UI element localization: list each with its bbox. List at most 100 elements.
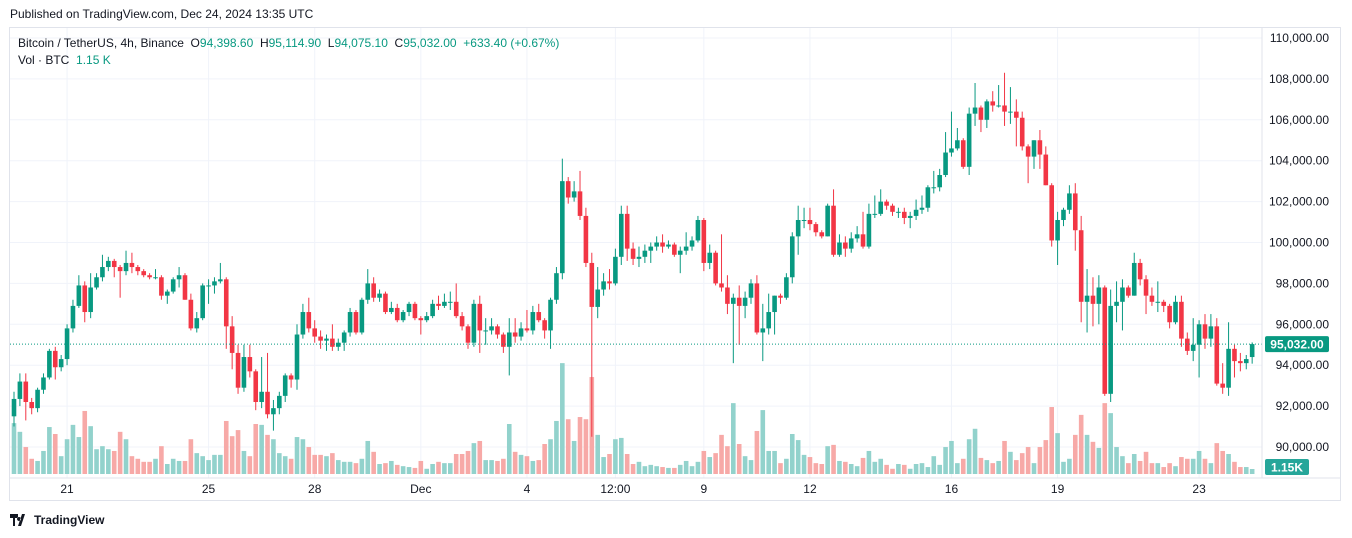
volume-bar — [459, 454, 465, 474]
candle — [601, 273, 606, 296]
candle-body — [324, 338, 329, 341]
volume-bar — [11, 423, 17, 474]
candle — [1037, 130, 1043, 169]
volume-bar — [1108, 413, 1113, 474]
candle — [966, 107, 972, 176]
volume-bar — [890, 468, 895, 474]
candle — [341, 330, 347, 351]
volume-bar — [383, 463, 388, 474]
candle — [1202, 314, 1208, 349]
volume-bar — [742, 456, 748, 474]
candle-body — [442, 301, 447, 306]
candle-body — [259, 391, 264, 403]
candle — [389, 301, 394, 315]
candle — [595, 267, 601, 319]
price-tick-label: 102,000.00 — [1269, 195, 1329, 209]
candle-body — [170, 279, 176, 292]
candle-body — [23, 381, 29, 403]
candle — [624, 205, 630, 261]
candle-body — [913, 209, 919, 216]
candle-body — [742, 297, 748, 306]
candle — [943, 132, 948, 178]
volume-bar — [571, 440, 577, 474]
candle — [1078, 215, 1084, 323]
open-value: 94,398.60 — [199, 36, 254, 50]
price-tick-label: 100,000.00 — [1269, 235, 1329, 249]
candle-body — [1037, 140, 1043, 155]
candle-body — [123, 262, 129, 272]
candle — [683, 232, 689, 255]
candle — [742, 291, 748, 319]
volume-bar — [866, 450, 872, 474]
grid-lines — [10, 28, 1262, 478]
volume-bar — [860, 457, 866, 474]
candle-body — [88, 287, 93, 313]
volume-bar — [17, 431, 23, 474]
volume-bar — [1090, 441, 1096, 474]
tradingview-logo[interactable]: TradingView — [10, 513, 104, 527]
volume-bar — [501, 458, 506, 474]
volume-bar — [1238, 467, 1243, 474]
candle-body — [11, 398, 17, 417]
candle — [371, 277, 376, 302]
high-label: H — [259, 36, 269, 50]
time-tick-label: 4 — [524, 482, 531, 496]
candle — [1131, 252, 1137, 296]
volume-bar — [164, 464, 170, 474]
candle-body — [300, 312, 306, 335]
candle-body — [282, 375, 288, 396]
candle-body — [277, 395, 282, 409]
candle-body — [153, 277, 158, 279]
candle — [88, 273, 93, 319]
volume-bar — [347, 461, 353, 474]
candle-body — [288, 375, 294, 380]
candle — [282, 373, 288, 403]
candle — [1025, 144, 1031, 184]
symbol-title[interactable]: Bitcoin / TetherUS, 4h, Binance — [18, 36, 184, 50]
candle-body — [996, 105, 1001, 107]
candle — [1002, 72, 1007, 126]
candle — [253, 369, 259, 411]
candle — [23, 373, 29, 421]
candle — [1055, 211, 1060, 265]
candle-body — [436, 303, 441, 306]
candle — [1214, 318, 1220, 386]
candle — [719, 234, 724, 292]
candle-body — [377, 293, 382, 298]
candle-body — [1061, 209, 1066, 221]
volume-bar — [212, 454, 217, 474]
volume-bar — [1190, 458, 1196, 474]
price-axis: 90,000.00 92,000.00 94,000.00 96,000.00 98,0… — [1261, 28, 1329, 478]
candle-body — [1149, 295, 1155, 302]
volume-bar — [1102, 403, 1108, 474]
volume-bar — [1161, 467, 1167, 474]
candle-body — [778, 295, 783, 298]
volume-bar — [94, 449, 99, 474]
volume-bar — [430, 464, 435, 474]
candle-body — [430, 303, 435, 317]
legend: Bitcoin / TetherUS, 4h, Binance O94,398.… — [18, 35, 559, 69]
volume-bar — [913, 464, 919, 474]
candle-body — [660, 242, 665, 247]
volume-bar — [819, 464, 825, 474]
volume-bar — [996, 460, 1001, 474]
volume-bar — [884, 464, 889, 474]
volume-bar — [489, 460, 494, 474]
volume-bar — [365, 440, 371, 474]
price-tick-label: 104,000.00 — [1269, 154, 1329, 168]
candle-body — [1031, 140, 1037, 157]
candle-body — [294, 334, 300, 380]
candle — [813, 222, 819, 237]
candle — [536, 303, 542, 323]
candle — [170, 277, 176, 294]
candle — [1208, 314, 1214, 347]
time-tick-label: 19 — [1051, 482, 1065, 496]
volume-bar — [400, 466, 406, 474]
candle-body — [978, 107, 984, 120]
candle — [919, 195, 925, 214]
volume-bar — [1008, 451, 1013, 474]
candle — [548, 297, 553, 349]
candle-body — [495, 326, 500, 335]
candle — [960, 138, 966, 169]
